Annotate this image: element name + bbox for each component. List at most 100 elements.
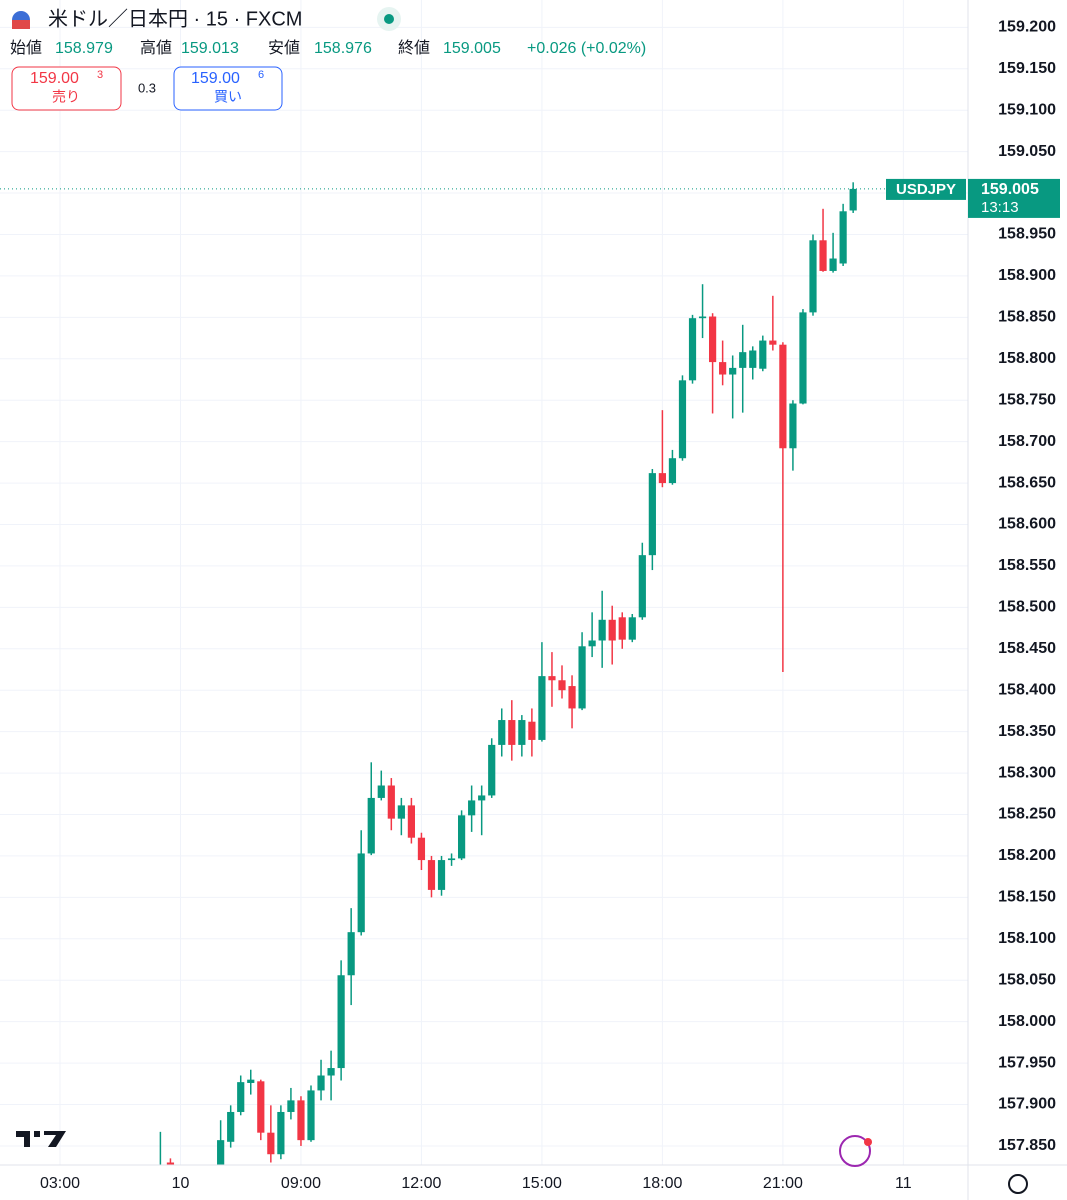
- candle-body: [217, 1140, 225, 1165]
- candle-body: [638, 555, 646, 618]
- ohlc-label: 始値: [10, 39, 42, 57]
- candle-body: [267, 1132, 275, 1155]
- buy-price-sup[interactable]: 6: [258, 69, 264, 81]
- x-tick-label: 12:00: [401, 1175, 441, 1192]
- y-tick-label: 159.050: [998, 143, 1056, 160]
- y-tick-label: 157.950: [998, 1054, 1056, 1071]
- candle-body: [307, 1090, 315, 1141]
- candle-body: [166, 1162, 175, 1165]
- price-tag: [968, 178, 1060, 218]
- y-tick-label: 158.150: [998, 889, 1056, 906]
- candle-body: [709, 316, 717, 363]
- candle-body: [678, 380, 687, 459]
- candle-body: [518, 720, 526, 745]
- candle-body: [839, 211, 847, 264]
- change: +0.026 (+0.02%): [527, 40, 646, 57]
- candle-body: [769, 340, 777, 345]
- y-tick-label: 159.150: [998, 60, 1056, 77]
- sell-label[interactable]: 売り: [52, 89, 80, 105]
- candle-body: [668, 458, 677, 484]
- status-icon: [384, 14, 394, 24]
- candle-body: [257, 1081, 265, 1133]
- buy-label[interactable]: 買い: [214, 89, 242, 105]
- y-tick-label: 158.900: [998, 267, 1056, 284]
- ohlc-label: 終値: [398, 39, 430, 57]
- candle-body: [608, 619, 616, 641]
- candle-body: [588, 640, 596, 647]
- candle-body: [719, 362, 727, 375]
- candle-body: [739, 352, 747, 368]
- candle-body: [468, 800, 476, 816]
- candle-body: [759, 340, 767, 369]
- candle-body: [478, 795, 486, 801]
- flash-dot: [864, 1138, 872, 1146]
- candle-body: [337, 975, 345, 1069]
- spread: 0.3: [138, 80, 156, 95]
- sell-price-sup[interactable]: 3: [97, 69, 103, 81]
- price-tag-text: 159.005: [981, 181, 1039, 198]
- flag-icon: [12, 20, 30, 29]
- candle-body: [427, 860, 436, 890]
- x-tick-label: 11: [895, 1175, 912, 1192]
- y-tick-label: 158.000: [998, 1013, 1056, 1030]
- candle-body: [317, 1075, 325, 1091]
- candle-body: [227, 1111, 235, 1142]
- candle-body: [779, 344, 787, 449]
- y-tick-label: 158.250: [998, 806, 1056, 823]
- sell-button[interactable]: [11, 66, 122, 111]
- grid: [0, 0, 968, 1165]
- y-tick-label: 158.100: [998, 930, 1056, 947]
- candle-body: [729, 367, 737, 375]
- candle-body: [498, 720, 506, 745]
- candle-body: [618, 617, 626, 640]
- tv-logo: [16, 1131, 66, 1147]
- x-tick-label: 09:00: [281, 1175, 321, 1192]
- ohlc-value: 159.013: [181, 40, 239, 57]
- ohlc-value: 159.005: [443, 40, 501, 57]
- y-tick-label: 158.400: [998, 681, 1056, 698]
- x-tick-label: 10: [172, 1175, 190, 1192]
- candle-body: [397, 805, 405, 819]
- candle-body: [658, 473, 666, 484]
- buy-button[interactable]: [173, 66, 283, 111]
- candle-body: [799, 312, 807, 404]
- y-tick-label: 158.750: [998, 391, 1056, 408]
- buy-price[interactable]: 159.00: [191, 70, 240, 87]
- candle-body: [237, 1082, 245, 1112]
- candle-body: [508, 720, 516, 745]
- y-tick-label: 158.800: [998, 350, 1056, 367]
- ohlc-value: 158.979: [55, 40, 113, 57]
- x-tick-label: 21:00: [763, 1175, 803, 1192]
- candle-body: [377, 785, 385, 798]
- candle-body: [277, 1111, 285, 1155]
- candle-body: [437, 860, 446, 890]
- settings-icon[interactable]: [1008, 1174, 1028, 1194]
- y-tick-label: 158.650: [998, 474, 1056, 491]
- ohlc-label: 高値: [140, 39, 172, 57]
- candle-body: [648, 473, 656, 556]
- ohlc-label: 安値: [268, 39, 300, 57]
- candle-body: [548, 676, 556, 681]
- candle-body: [407, 805, 415, 838]
- candle-body: [598, 619, 606, 641]
- candle-body: [568, 686, 576, 709]
- y-tick-label: 159.200: [998, 19, 1056, 36]
- ohlc-value: 158.976: [314, 40, 372, 57]
- symbol-tag: [886, 178, 966, 200]
- symbol-tag-text: USDJPY: [896, 181, 956, 198]
- candle-body: [528, 721, 536, 740]
- y-tick-label: 158.850: [998, 309, 1056, 326]
- sell-price[interactable]: 159.00: [30, 70, 79, 87]
- candle-body: [749, 350, 757, 368]
- x-tick-label: 03:00: [40, 1175, 80, 1192]
- y-tick-label: 158.700: [998, 433, 1056, 450]
- flash-icon[interactable]: [839, 1135, 871, 1167]
- candle-body: [387, 785, 395, 819]
- candle-body: [558, 680, 566, 691]
- y-tick-label: 158.200: [998, 847, 1056, 864]
- y-tick-label: 157.900: [998, 1096, 1056, 1113]
- candle-body: [367, 797, 375, 854]
